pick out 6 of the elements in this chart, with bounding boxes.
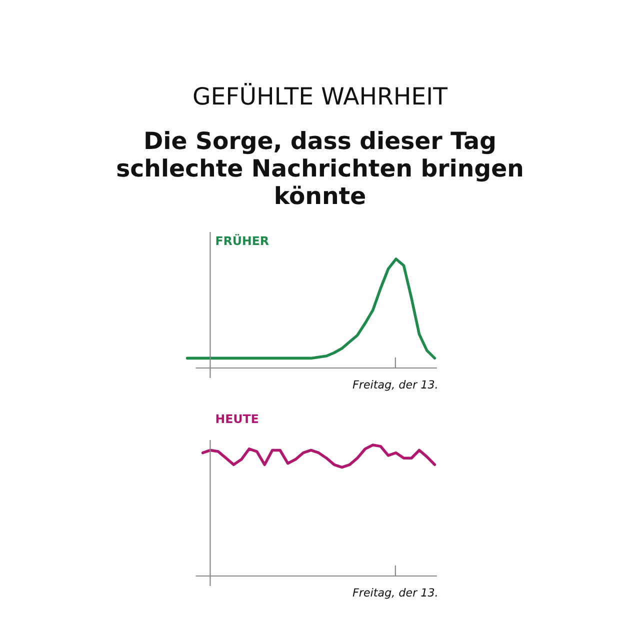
text: FRÜHER — [216, 234, 269, 246]
chart-subtitle: Die Sorge, dass dieser Tag schlechte Nachrichten bringen könnte — [117, 131, 522, 204]
chart-title: GEFÜHLTE WAHRHEIT — [194, 83, 448, 105]
text: Freitag, der 13. — [352, 380, 437, 391]
text: Freitag, der 13. — [352, 588, 437, 599]
text: HEUTE — [216, 414, 258, 424]
